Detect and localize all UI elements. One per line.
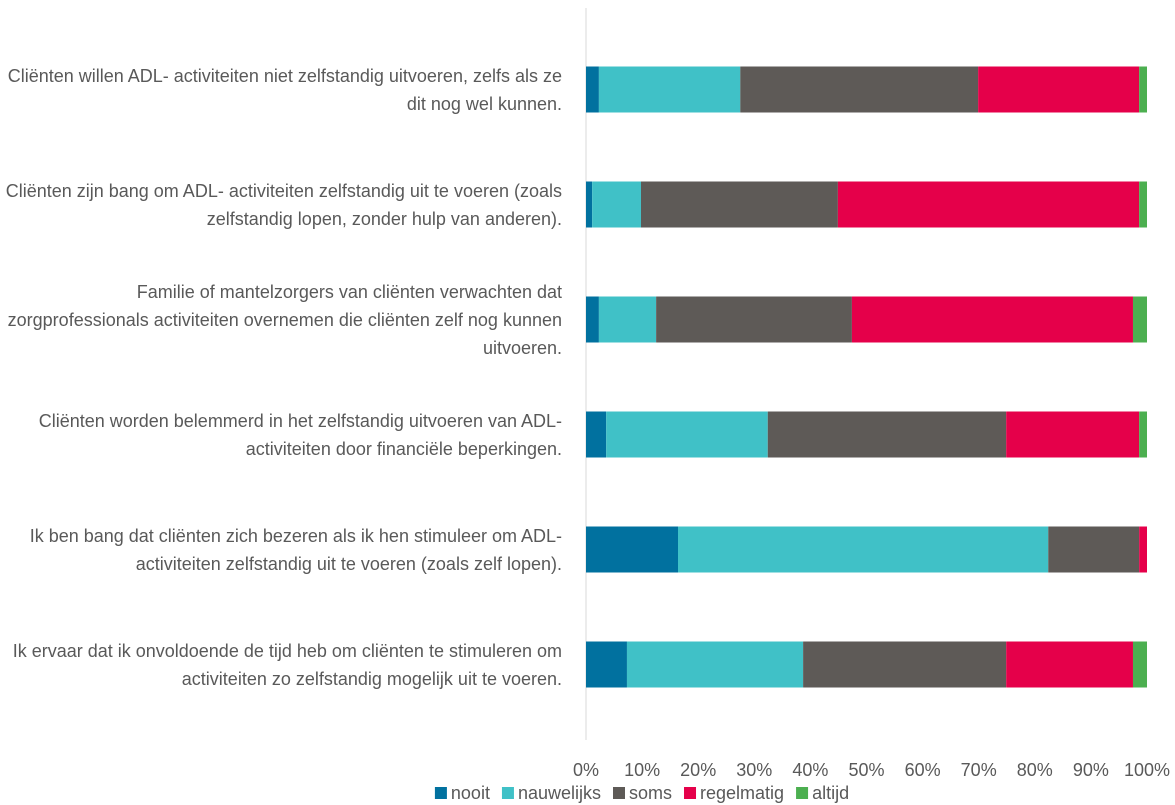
legend-label: regelmatig [700,783,784,803]
category-label: Cliënten willen ADL- activiteiten niet z… [7,65,562,114]
bar-segment [1132,296,1147,343]
legend-swatch [613,787,625,799]
x-tick-label: 20% [680,760,716,780]
bar-segment [586,411,607,458]
legend-label: nauwelijks [518,783,601,803]
category-label: Cliënten zijn bang om ADL- activiteiten … [5,180,562,229]
legend-label: altijd [812,783,849,803]
bar-segment [586,66,599,113]
x-tick-label: 100% [1124,760,1170,780]
category-label: Ik ervaar dat ik onvoldoende de tijd heb… [12,640,562,689]
bar-segment [586,641,627,688]
legend-label: soms [629,783,672,803]
bar-segment [592,181,641,228]
bar-segment [851,296,1133,343]
bar-segment [1006,411,1140,458]
bar-segment [640,181,838,228]
legend-swatch [684,787,697,799]
x-tick-label: 10% [624,760,660,780]
bar-segment [1139,411,1147,458]
bar-segment [598,66,741,113]
x-tick-label: 90% [1073,760,1109,780]
legend-swatch [501,787,514,799]
x-tick-label: 40% [792,760,828,780]
x-tick-label: 50% [848,760,884,780]
x-tick-label: 30% [736,760,772,780]
bar-segment [586,181,593,228]
bar-segment [767,411,1007,458]
category-label: Ik ben bang dat cliënten zich bezeren al… [29,525,562,574]
bar-segment [740,66,979,113]
bar-segment [586,296,599,343]
bar-segment [837,181,1140,228]
category-label: Cliënten worden belemmerd in het zelfsta… [38,410,562,459]
legend-swatch [434,787,447,799]
bar-segment [1132,641,1147,688]
bar-segment [656,296,852,343]
bar-segment [678,526,1049,573]
x-tick-label: 80% [1017,760,1053,780]
bar-segment [626,641,804,688]
bar-segment [586,526,679,573]
bar-segment [1048,526,1140,573]
bar-segment [1006,641,1133,688]
x-tick-label: 0% [573,760,599,780]
legend-swatch [796,787,809,799]
bar-segment [803,641,1007,688]
bar-segment [978,66,1140,113]
bar-segment [1139,181,1147,228]
bar-segment [598,296,657,343]
x-tick-label: 70% [961,760,997,780]
legend-label: nooit [451,783,490,803]
bar-segment [1139,66,1147,113]
x-tick-label: 60% [905,760,941,780]
bar-segment [606,411,768,458]
bar-segment [1139,526,1147,573]
category-label: Familie of mantelzorgers van cliënten ve… [7,281,562,358]
